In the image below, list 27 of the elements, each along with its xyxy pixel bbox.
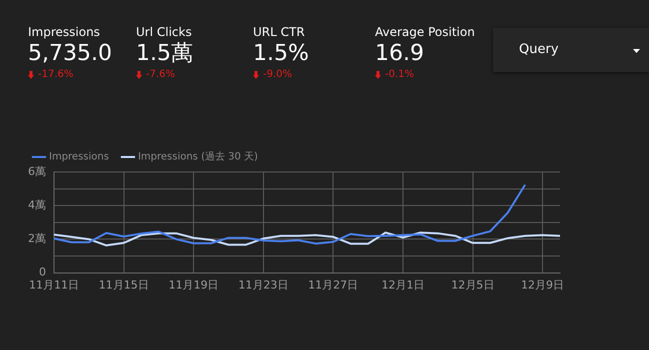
y-tick-label: 6萬 xyxy=(28,164,46,178)
text: 16.9 xyxy=(375,40,425,68)
x-tick-label: 12月5日 xyxy=(451,278,494,292)
x-tick-label: 11月19日 xyxy=(168,278,219,292)
text: -7.6% xyxy=(146,68,176,82)
text: Impressions xyxy=(28,24,101,40)
text: -0.1% xyxy=(385,68,414,82)
text: 1.5萬 xyxy=(136,40,193,68)
x-tick-label: 11月15日 xyxy=(98,278,149,292)
y-tick-label: 0 xyxy=(39,266,46,279)
legend-label: Impressions (過去 30 天) xyxy=(138,150,258,163)
x-tick-label: 11月11日 xyxy=(29,278,79,292)
text: 5,735.0 xyxy=(28,40,112,68)
y-tick-label: 2萬 xyxy=(28,232,46,246)
y-tick-label: 4萬 xyxy=(28,198,46,212)
x-tick-label: 11月23日 xyxy=(238,278,288,292)
legend-label: Impressions xyxy=(49,152,109,163)
text: -17.6% xyxy=(38,68,74,82)
text: Url Clicks xyxy=(136,24,193,40)
text: Average Position xyxy=(375,24,475,40)
text: Query xyxy=(519,42,559,57)
x-tick-label: 11月27日 xyxy=(308,278,358,292)
x-tick-label: 12月9日 xyxy=(521,278,564,292)
text: -9.0% xyxy=(263,68,292,82)
text: 1.5% xyxy=(253,40,309,68)
text: URL CTR xyxy=(253,24,306,40)
x-tick-label: 12月1日 xyxy=(381,278,424,292)
